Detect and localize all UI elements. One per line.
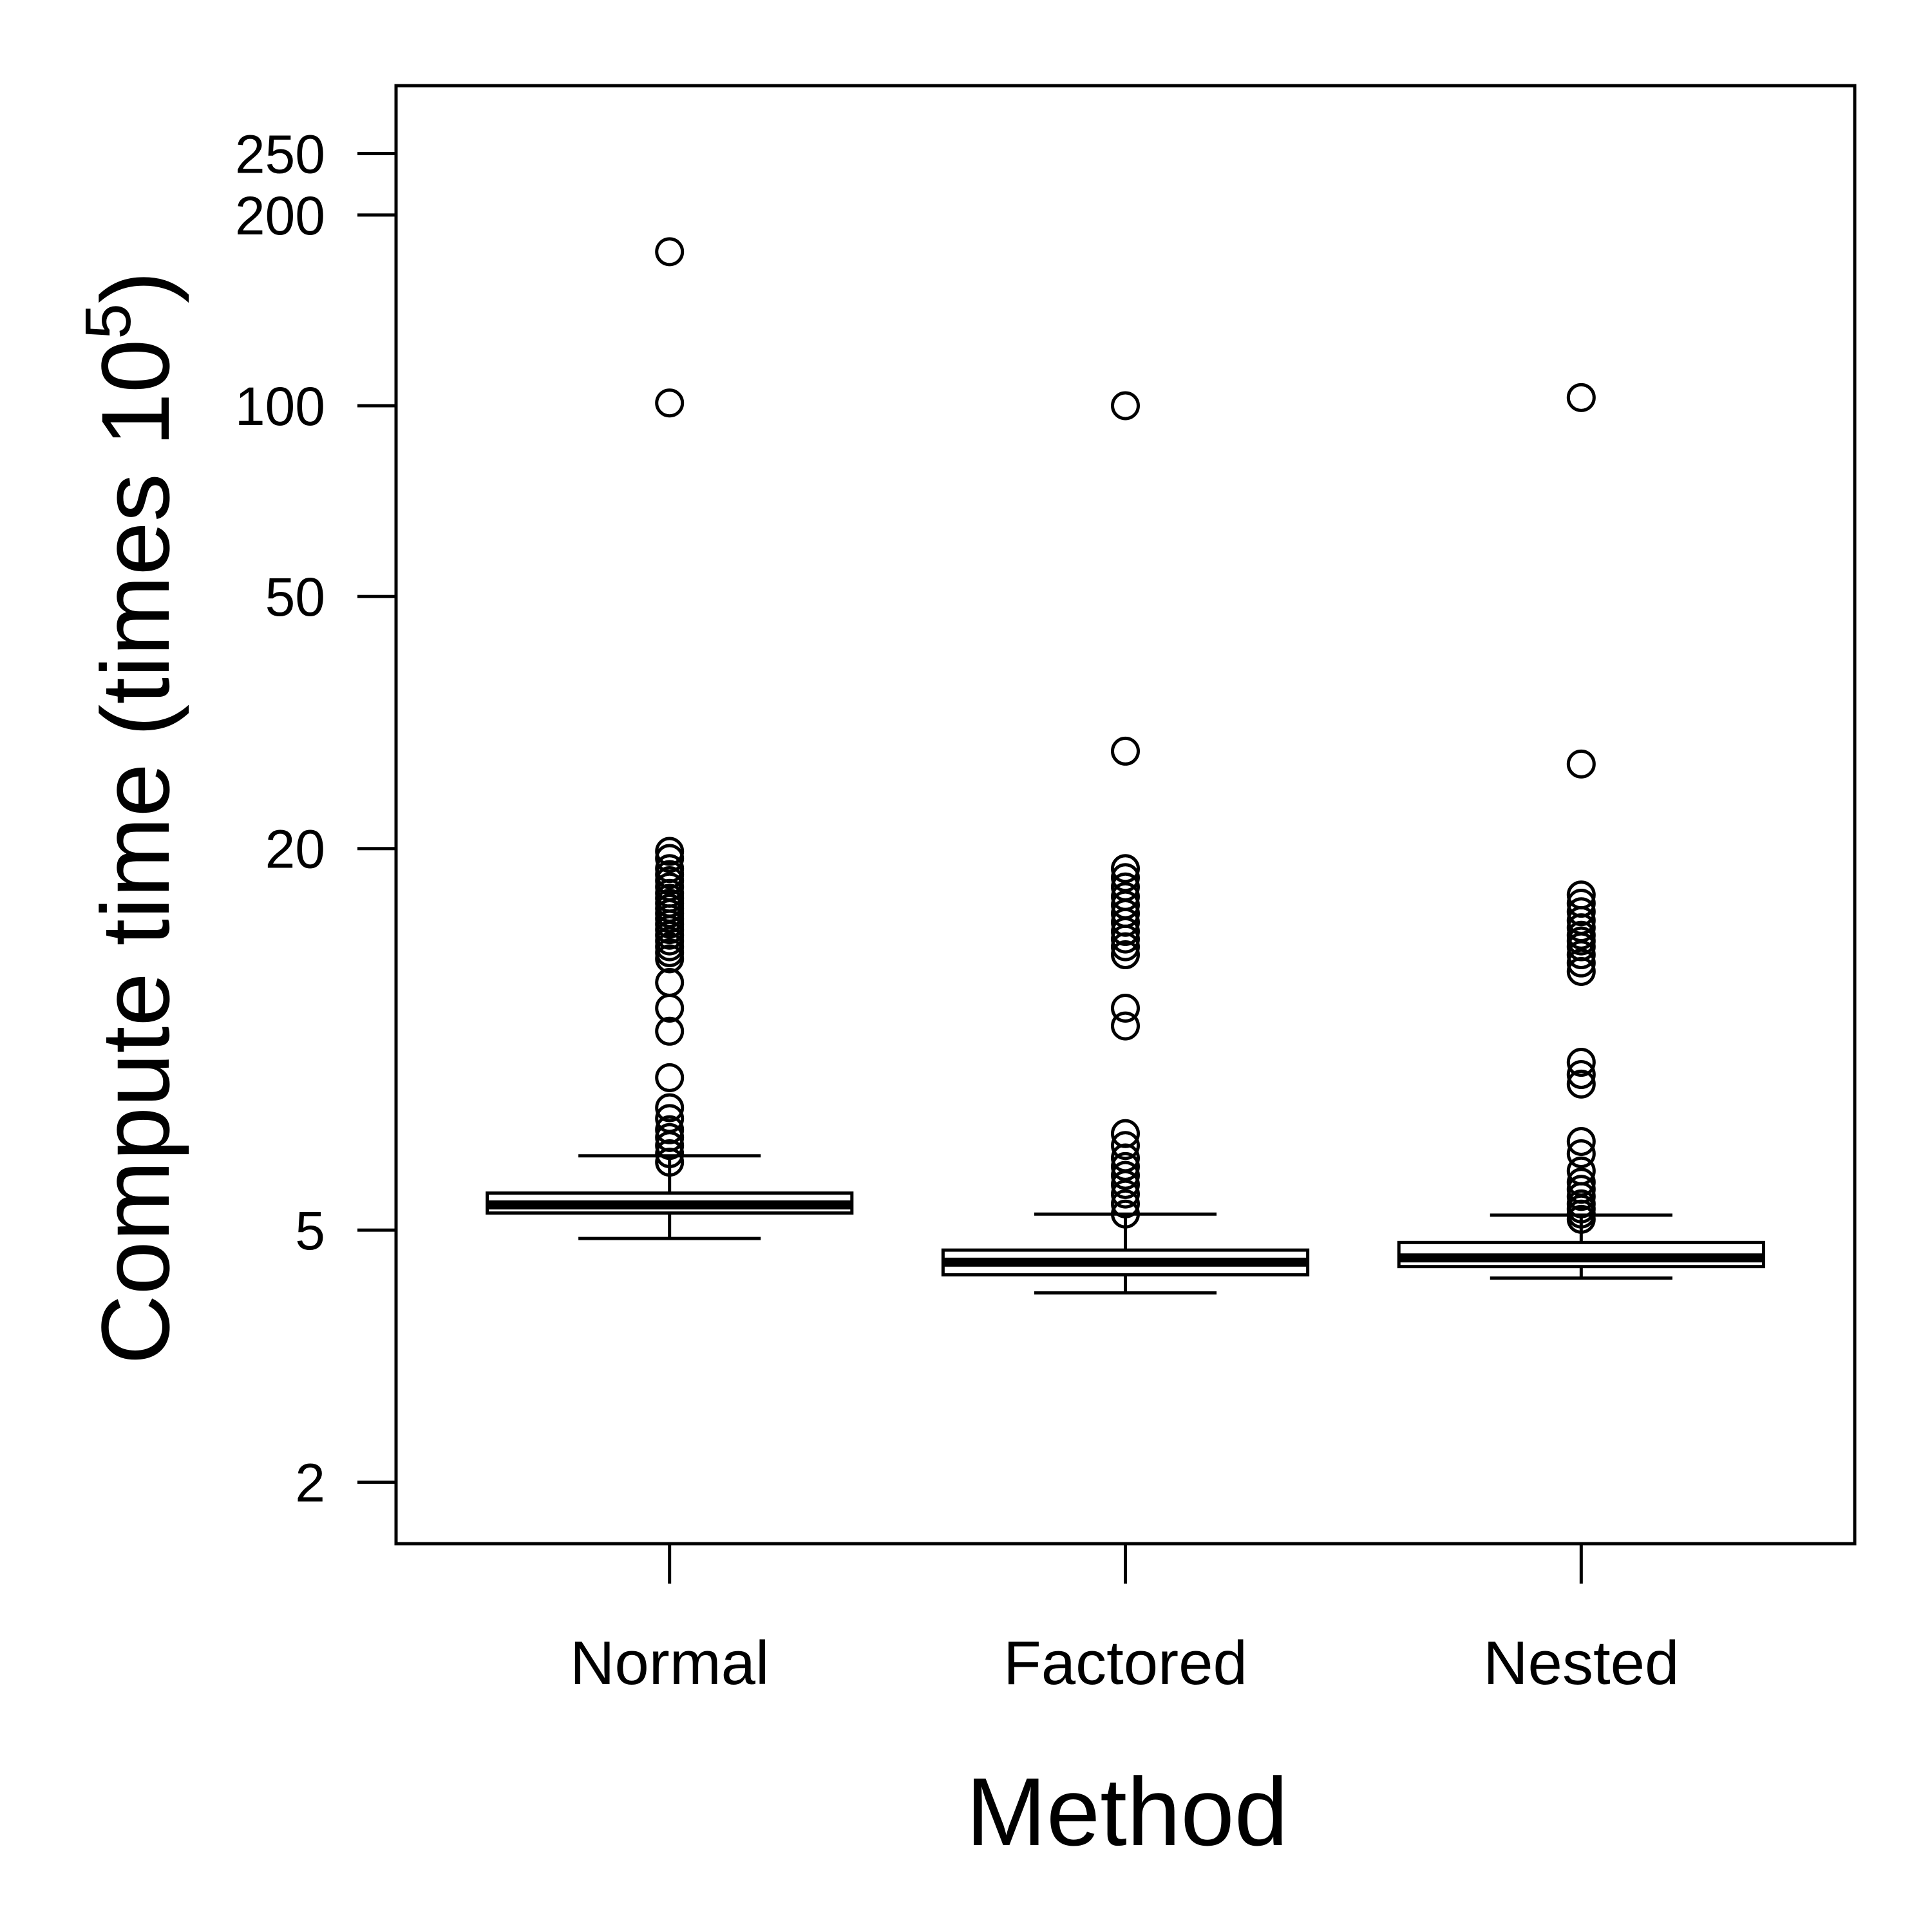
outlier-point	[1111, 940, 1140, 970]
outlier-point	[1111, 916, 1140, 946]
outlier-point	[1111, 391, 1140, 421]
y-tick-label: 100	[235, 376, 325, 437]
y-axis-title: Compute time (times 105)	[72, 271, 189, 1365]
outlier-point	[1111, 1179, 1140, 1209]
outlier-point	[1111, 1199, 1140, 1229]
outlier-point	[655, 388, 685, 418]
y-tick-label: 200	[235, 185, 325, 246]
outlier-point	[1566, 948, 1596, 978]
box-group-nested	[1397, 383, 1765, 1280]
outlier-point	[1566, 1126, 1596, 1156]
outlier-point	[655, 1131, 685, 1160]
box-group-normal	[486, 237, 854, 1240]
outlier-point	[1566, 749, 1596, 779]
y-tick-label: 20	[265, 819, 325, 880]
outlier-point	[1111, 1189, 1140, 1218]
outlier-point	[1566, 1069, 1596, 1099]
outlier-point	[1111, 1160, 1140, 1190]
plot-area	[486, 237, 1765, 1295]
y-axis-title-close: )	[81, 271, 189, 303]
outlier-point	[655, 1016, 685, 1046]
y-axis-title-superscript: 5	[72, 303, 144, 339]
outlier-point	[1566, 956, 1596, 986]
outlier-point	[1111, 932, 1140, 961]
outlier-point	[1566, 940, 1596, 970]
outlier-point	[655, 944, 685, 974]
outlier-point	[1566, 1139, 1596, 1168]
outlier-point	[1566, 383, 1596, 412]
outlier-point	[1111, 1011, 1140, 1041]
outlier-point	[655, 837, 685, 866]
outlier-point	[1566, 1204, 1596, 1234]
outlier-point	[655, 994, 685, 1023]
outlier-point	[1111, 1131, 1140, 1160]
outlier-point	[655, 1115, 685, 1144]
y-tick-label: 5	[295, 1200, 325, 1261]
outlier-point	[1111, 1170, 1140, 1199]
y-tick-label: 250	[235, 124, 325, 184]
outlier-point	[1111, 1151, 1140, 1181]
outlier-point	[1566, 1060, 1596, 1090]
outlier-point	[655, 237, 685, 267]
y-tick-label: 50	[265, 567, 325, 627]
outlier-point	[1566, 897, 1596, 927]
outlier-point	[655, 1063, 685, 1092]
outlier-point	[655, 1148, 685, 1177]
outlier-point	[1111, 924, 1140, 954]
outlier-point	[655, 1139, 685, 1168]
outlier-point	[1111, 736, 1140, 766]
x-category-label: Normal	[570, 1629, 769, 1698]
outlier-point	[1566, 1048, 1596, 1077]
y-axis-title-main: Compute time (times 10	[81, 339, 189, 1365]
y-tick-label: 2	[295, 1453, 325, 1513]
outlier-point	[655, 844, 685, 873]
outlier-point	[1566, 1182, 1596, 1211]
x-category-label: Factored	[1003, 1629, 1247, 1698]
outlier-point	[1111, 854, 1140, 884]
outlier-point	[655, 1093, 685, 1122]
outlier-point	[1111, 994, 1140, 1023]
x-category-label: Nested	[1483, 1629, 1679, 1698]
x-axis-title: Method	[966, 1757, 1288, 1866]
box-group-factored	[941, 391, 1310, 1295]
